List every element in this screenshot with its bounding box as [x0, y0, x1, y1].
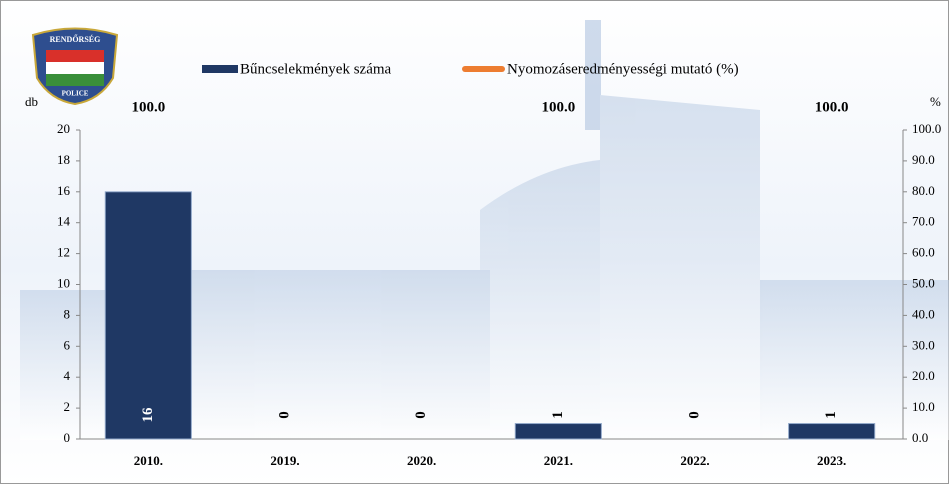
- legend-label: Bűncselekmények száma: [240, 61, 392, 77]
- y2-tick-label: 90.0: [912, 152, 935, 167]
- data-label: 1: [823, 411, 839, 419]
- y-tick-label: 2: [64, 399, 71, 414]
- x-tick-label: 2020.: [407, 453, 436, 468]
- y-tick-label: 18: [57, 152, 70, 167]
- y2-tick-label: 70.0: [912, 214, 935, 229]
- y-tick-label: 8: [64, 306, 71, 321]
- data-label: 0: [276, 411, 292, 419]
- data-label: 16: [140, 407, 156, 423]
- x-tick-label: 2019.: [270, 453, 299, 468]
- y-tick-label: 4: [64, 368, 71, 383]
- background-building: [20, 20, 949, 441]
- y-tick-label: 16: [57, 183, 71, 198]
- y2-tick-label: 100.0: [912, 121, 941, 136]
- y2-tick-label: 80.0: [912, 183, 935, 198]
- y2-tick-label: 10.0: [912, 399, 935, 414]
- x-tick-label: 2021.: [544, 453, 573, 468]
- y2-tick-label: 50.0: [912, 275, 935, 290]
- y2-tick-label: 60.0: [912, 245, 935, 260]
- legend-swatch: [202, 65, 238, 73]
- y-tick-label: 20: [57, 121, 70, 136]
- logo-text: POLICE: [62, 90, 89, 98]
- bar: [514, 423, 602, 440]
- data-label: 1: [550, 411, 566, 419]
- y-tick-label: 0: [64, 430, 71, 445]
- bar: [104, 191, 192, 440]
- y2-tick-label: 0.0: [912, 430, 928, 445]
- data-label: 0: [413, 411, 429, 419]
- y2-tick-label: 20.0: [912, 368, 935, 383]
- data-label: 100.0: [541, 99, 575, 115]
- legend-swatch: [462, 66, 505, 72]
- x-tick-label: 2022.: [680, 453, 709, 468]
- y-tick-label: 12: [57, 245, 70, 260]
- logo-text: RENDŐRSÉG: [50, 34, 101, 44]
- y2-axis-label: %: [930, 94, 941, 109]
- x-tick-label: 2023.: [817, 453, 846, 468]
- y-tick-label: 6: [64, 337, 71, 352]
- bar: [788, 423, 876, 440]
- y-tick-label: 10: [57, 275, 70, 290]
- y-tick-label: 14: [57, 214, 71, 229]
- y-axis-label: db: [25, 94, 38, 109]
- data-label: 100.0: [131, 99, 165, 115]
- x-tick-label: 2010.: [134, 453, 163, 468]
- legend-label: Nyomozáseredményességi mutató (%): [507, 61, 739, 77]
- y2-tick-label: 40.0: [912, 306, 935, 321]
- logo: RENDŐRSÉG POLICE: [31, 27, 119, 106]
- data-label: 0: [686, 411, 702, 419]
- data-label: 100.0: [815, 99, 849, 115]
- y2-tick-label: 30.0: [912, 337, 935, 352]
